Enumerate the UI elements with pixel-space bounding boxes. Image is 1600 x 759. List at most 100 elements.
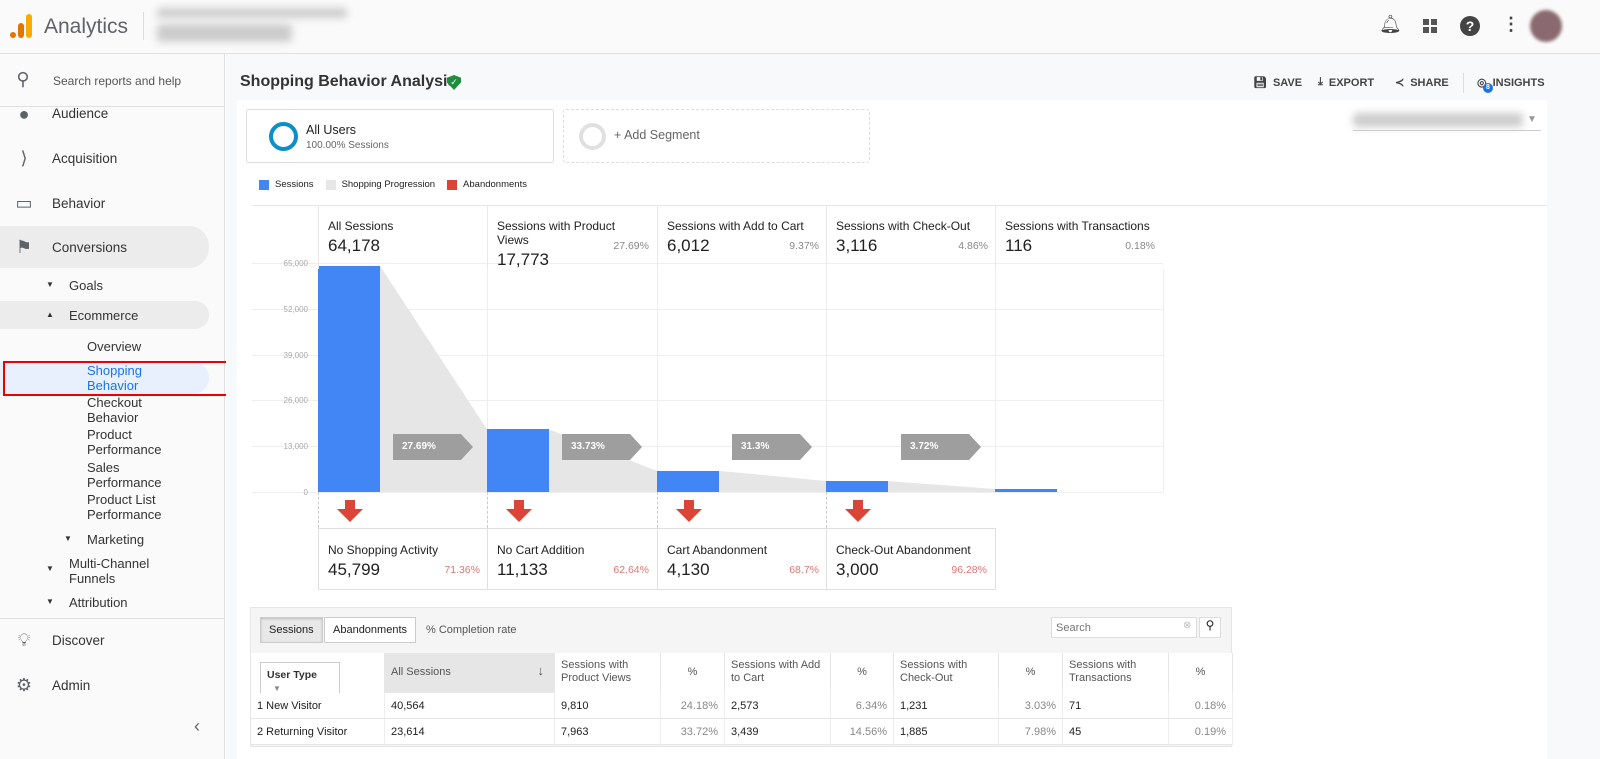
table-cell: 2,573	[725, 693, 831, 719]
sidebar-item-sales-performance[interactable]: Sales Performance	[87, 460, 162, 490]
bar-2[interactable]	[657, 470, 719, 492]
date-range-picker[interactable]	[1353, 113, 1523, 127]
sidebar-item-discover[interactable]: Discover	[52, 633, 105, 648]
column-header[interactable]: %	[831, 653, 894, 693]
sort-arrow-icon[interactable]: ↓	[537, 663, 545, 678]
stage-header-1: Sessions with Product Views 17,773 27.69%	[487, 205, 657, 269]
gridline	[252, 492, 1163, 493]
bar-4[interactable]	[995, 489, 1057, 492]
save-icon: 💾︎	[1253, 77, 1267, 89]
column-header[interactable]: Sessions with Check-Out	[894, 653, 999, 693]
tab-abandonments[interactable]: Abandonments	[324, 617, 416, 643]
sidebar-item-attribution[interactable]: Attribution	[69, 595, 128, 610]
sidebar-item-overview[interactable]: Overview	[87, 339, 142, 354]
account-selector[interactable]	[157, 8, 347, 18]
sidebar-item-acquisition[interactable]: Acquisition	[52, 151, 118, 166]
segment-all-users[interactable]: All Users 100.00% Sessions	[246, 109, 554, 163]
insights-icon: ◎ 8	[1477, 76, 1493, 93]
gridline	[252, 446, 1163, 448]
table-cell: 14.56%	[831, 719, 894, 745]
column-divider	[995, 269, 996, 492]
abandonment-box-0[interactable]: No Shopping Activity 45,799 71.36%	[318, 528, 488, 590]
stage-label: All Sessions	[328, 219, 394, 233]
row-dimension[interactable]: 2 Returning Visitor	[251, 719, 385, 745]
stage-percent: 0.18%	[1125, 240, 1155, 252]
sidebar-item-admin[interactable]: Admin	[52, 678, 91, 693]
sidebar-item-audience[interactable]: Audience	[52, 106, 109, 121]
person-icon: ●	[18, 104, 30, 124]
avatar[interactable]	[1530, 10, 1562, 42]
date-dropdown-caret-icon[interactable]: ▼	[1527, 114, 1537, 125]
y-tick-label: 39,000	[283, 350, 308, 360]
abandonment-box-2[interactable]: Cart Abandonment 4,130 68.7%	[657, 528, 827, 590]
sidebar-item-behavior[interactable]: Behavior	[52, 196, 106, 211]
apps-grid-icon[interactable]	[1423, 19, 1437, 33]
analytics-logo-icon	[10, 14, 32, 38]
completion-rate-toggle[interactable]: % Completion rate	[426, 624, 517, 636]
search-button[interactable]: ⚲	[1199, 617, 1221, 638]
column-header[interactable]: Sessions with Transactions	[1063, 653, 1169, 693]
column-header[interactable]: %	[661, 653, 725, 693]
collapse-chevron-icon[interactable]: ‹	[194, 716, 200, 736]
abandonment-percent: 71.36%	[444, 564, 480, 576]
search-reports[interactable]: ⚲ Search reports and help	[0, 54, 224, 107]
red-down-arrow-icon	[337, 500, 363, 522]
bar-1[interactable]	[487, 429, 549, 492]
caret-down-icon: ▼	[273, 684, 281, 693]
bar-0[interactable]	[318, 265, 380, 492]
view-selector[interactable]	[157, 24, 292, 42]
y-tick-label: 52,000	[283, 304, 308, 314]
bell-icon[interactable]: 🔔︎	[1379, 14, 1402, 34]
sidebar-item-marketing[interactable]: Marketing	[87, 532, 145, 547]
column-divider	[826, 269, 827, 492]
tab-sessions[interactable]: Sessions	[260, 617, 323, 643]
sidebar-item-checkout-behavior[interactable]: Checkout Behavior	[87, 395, 142, 425]
add-segment-button[interactable]: + Add Segment	[563, 109, 870, 163]
table-search-input[interactable]	[1051, 617, 1197, 638]
y-tick-label: 0	[303, 488, 308, 497]
sidebar-item-shopping-behavior[interactable]: Shopping Behavior	[87, 363, 142, 393]
progression-arrow-0: 27.69%	[393, 434, 473, 460]
red-down-arrow-icon	[506, 500, 532, 522]
abandonment-box-1[interactable]: No Cart Addition 11,133 62.64%	[487, 528, 657, 590]
row-dimension[interactable]: 1 New Visitor	[251, 693, 385, 719]
column-header[interactable]: %	[999, 653, 1063, 693]
help-icon[interactable]: ?	[1460, 16, 1480, 36]
abandonment-box-3[interactable]: Check-Out Abandonment 3,000 96.28%	[826, 528, 996, 590]
sidebar-item-conversions[interactable]: Conversions	[52, 240, 128, 255]
column-header[interactable]: All Sessions ↓	[385, 653, 555, 693]
app-title: Analytics	[44, 15, 129, 38]
column-header[interactable]: %	[1169, 653, 1233, 693]
stage-value: 17,773	[497, 250, 549, 269]
verified-shield-icon: ✓	[447, 75, 461, 90]
stage-header-4: Sessions with Transactions 116 0.18%	[995, 205, 1163, 269]
insights-button[interactable]: ◎ 8 INSIGHTS	[1477, 76, 1545, 93]
sidebar-item-product-list-performance[interactable]: Product List Performance	[87, 492, 162, 522]
more-vert-icon[interactable]: ⋮	[1502, 14, 1520, 34]
legend-swatch-abandonments	[447, 179, 458, 190]
column-header[interactable]: Sessions with Product Views	[555, 653, 661, 693]
abandonment-value: 3,000	[836, 560, 879, 579]
abandonment-value: 11,133	[497, 560, 548, 579]
clear-search-icon[interactable]: ⊗	[1183, 620, 1192, 631]
stage-percent: 4.86%	[958, 240, 988, 252]
sidebar-item-ecommerce[interactable]: Ecommerce	[69, 308, 139, 323]
sidebar-item-product-performance[interactable]: Product Performance	[87, 427, 162, 457]
table-cell: 7.98%	[999, 719, 1063, 745]
save-button[interactable]: 💾︎ SAVE	[1253, 76, 1303, 90]
column-header[interactable]: Sessions with Add to Cart	[725, 653, 831, 693]
caret-down-icon: ▼	[46, 597, 54, 606]
sidebar-item-goals[interactable]: Goals	[69, 278, 103, 293]
bar-3[interactable]	[826, 481, 888, 492]
legend-swatch-sessions	[259, 179, 269, 190]
share-button[interactable]: ≺ SHARE	[1395, 76, 1449, 90]
table-cell: 45	[1063, 719, 1169, 745]
export-button[interactable]: ⤓ EXPORT	[1318, 76, 1375, 89]
flag-icon: ⚑	[15, 237, 33, 257]
table-cell: 3,439	[725, 719, 831, 745]
search-icon: ⚲	[16, 69, 30, 89]
column-divider	[1163, 269, 1164, 492]
sidebar-item-multi-channel-funnels[interactable]: Multi-Channel Funnels	[69, 556, 150, 586]
table-cell: 71	[1063, 693, 1169, 719]
search-input[interactable]: Search reports and help	[53, 74, 182, 88]
